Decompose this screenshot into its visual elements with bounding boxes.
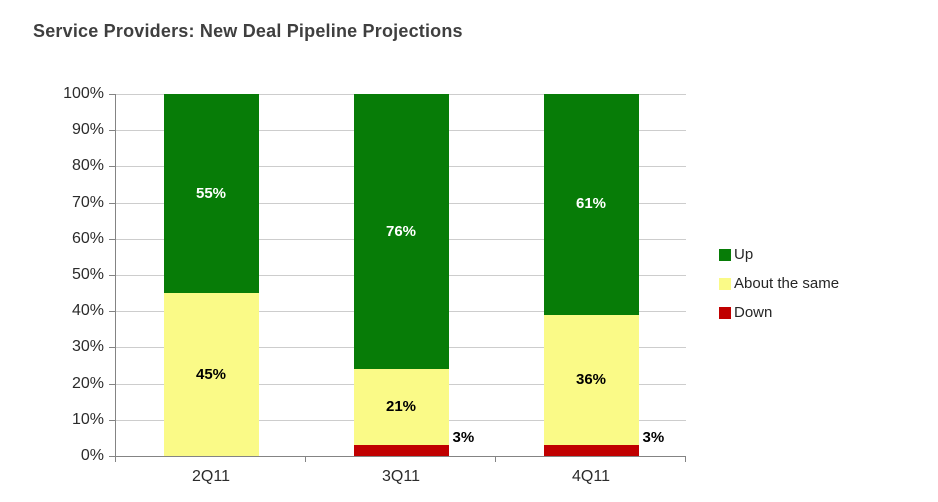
bar-segment-about-the-same-4q11: 36% xyxy=(543,314,639,446)
y-axis-tick-label: 80% xyxy=(71,157,104,175)
y-axis-tick-label: 50% xyxy=(71,266,104,283)
legend-label-down: Down xyxy=(734,304,773,321)
y-axis-tick xyxy=(109,238,116,240)
y-axis-tick-label: 30% xyxy=(71,338,104,356)
y-axis-tick-label: 60% xyxy=(71,229,104,247)
y-axis-tick xyxy=(109,456,116,457)
legend-label-up: Up xyxy=(734,246,754,263)
chart-title: Service Providers: New Deal Pipeline Pro… xyxy=(33,21,463,41)
y-axis-tick xyxy=(109,347,116,349)
x-axis-category-label: 3Q11 xyxy=(382,468,420,485)
y-axis-line xyxy=(115,94,116,462)
bar-segment-down-3q11 xyxy=(353,445,449,456)
legend-swatch-down-icon xyxy=(719,306,731,319)
bar-label: 36% xyxy=(575,370,607,388)
legend-item-up: Up xyxy=(719,245,839,264)
y-axis-tick xyxy=(109,202,116,204)
y-axis-tick xyxy=(109,94,116,95)
y-axis-tick-label: 20% xyxy=(71,374,104,392)
y-axis-tick xyxy=(109,130,116,132)
x-axis-tick xyxy=(305,456,306,462)
bar-label: 55% xyxy=(195,184,227,202)
legend: Up About the same Down xyxy=(719,245,839,322)
x-axis-tick xyxy=(115,456,116,462)
y-axis-tick-label: 0% xyxy=(80,447,104,464)
y-axis-tick xyxy=(109,166,116,168)
y-axis-tick xyxy=(109,311,116,313)
legend-item-about-the-same: About the same xyxy=(719,274,839,293)
plot-area: 45% 55% 3% 21% 76% 3% 36% 61% xyxy=(116,94,686,456)
bar-segment-down-4q11 xyxy=(543,445,639,456)
x-axis-tick xyxy=(685,456,686,462)
y-axis-tick xyxy=(109,275,116,276)
x-axis-tick xyxy=(495,456,496,462)
y-axis-tick xyxy=(109,383,116,385)
bar-segment-up-2q11: 55% xyxy=(163,94,259,294)
bar-label: 21% xyxy=(385,398,417,416)
y-axis-tick xyxy=(109,419,116,421)
y-axis-tick-label: 40% xyxy=(71,302,104,320)
bar-label-outside: 3% xyxy=(452,429,475,447)
x-axis-category-label: 2Q11 xyxy=(192,468,230,485)
legend-label-about-the-same: About the same xyxy=(734,275,840,292)
bar-segment-up-3q11: 76% xyxy=(353,94,449,370)
x-axis-line xyxy=(115,456,686,457)
y-axis-tick-label: 100% xyxy=(63,85,104,102)
bar-label-outside: 3% xyxy=(642,429,665,447)
y-axis-tick-label: 70% xyxy=(71,193,104,211)
legend-swatch-about-the-same-icon xyxy=(719,277,731,290)
y-axis-tick-label: 90% xyxy=(71,121,104,139)
bar-label: 76% xyxy=(385,222,417,240)
bar-label: 45% xyxy=(195,365,227,383)
bar-segment-up-4q11: 61% xyxy=(543,94,639,315)
bar-label: 61% xyxy=(575,195,607,213)
legend-item-down: Down xyxy=(719,303,839,322)
y-axis-tick-label: 10% xyxy=(71,410,104,428)
bar-segment-about-the-same-3q11: 21% xyxy=(353,369,449,446)
bar-segment-about-the-same-2q11: 45% xyxy=(163,293,259,456)
x-axis-category-label: 4Q11 xyxy=(572,468,610,485)
legend-swatch-up-icon xyxy=(719,248,731,261)
